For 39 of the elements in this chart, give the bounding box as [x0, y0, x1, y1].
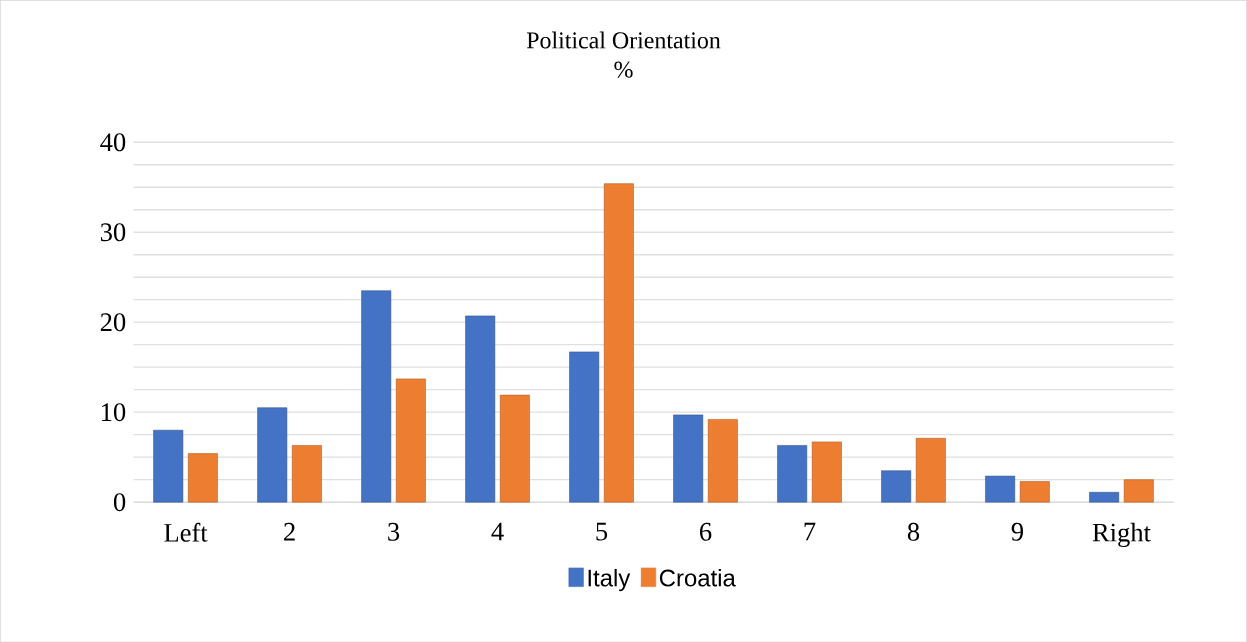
- bar: [361, 290, 392, 503]
- bar: [707, 418, 738, 503]
- bar: [499, 394, 530, 503]
- bar: [915, 437, 946, 503]
- x-tick-label: 3: [388, 522, 400, 541]
- bar: [153, 429, 184, 503]
- bar: [569, 351, 600, 503]
- bar: [395, 378, 426, 503]
- x-tick-label: Right: [1092, 522, 1151, 547]
- bar: [881, 470, 912, 503]
- y-tick-label: 20: [100, 313, 126, 331]
- bar: [1089, 491, 1120, 503]
- x-tick-label: Left: [164, 522, 208, 542]
- x-tick-label: 2: [284, 522, 295, 541]
- chart-subtitle: %: [614, 61, 633, 78]
- bar: [777, 445, 808, 503]
- x-tick-label: 4: [491, 522, 504, 541]
- legend-label: Italy: [588, 568, 631, 592]
- bar: [985, 475, 1016, 503]
- chart-title: Political Orientation: [526, 31, 721, 49]
- x-tick-label: 7: [804, 522, 816, 541]
- bar: [291, 445, 322, 503]
- y-tick-label: 0: [113, 493, 126, 511]
- x-tick-label: 6: [700, 522, 712, 541]
- bar: [811, 441, 842, 503]
- bar: [1123, 479, 1154, 503]
- y-tick-label: 30: [100, 223, 126, 241]
- bar: [257, 407, 288, 503]
- bar: [603, 183, 634, 503]
- bar: [673, 414, 704, 503]
- legend-label: Croatia: [659, 568, 736, 587]
- x-tick-label: 5: [596, 522, 608, 541]
- bar: [1019, 481, 1050, 503]
- bar: [465, 315, 496, 503]
- y-tick-label: 10: [101, 403, 126, 421]
- x-tick-label: 8: [907, 522, 920, 541]
- bar: [187, 453, 218, 503]
- x-tick-label: 9: [1011, 522, 1024, 541]
- y-tick-label: 40: [100, 133, 126, 151]
